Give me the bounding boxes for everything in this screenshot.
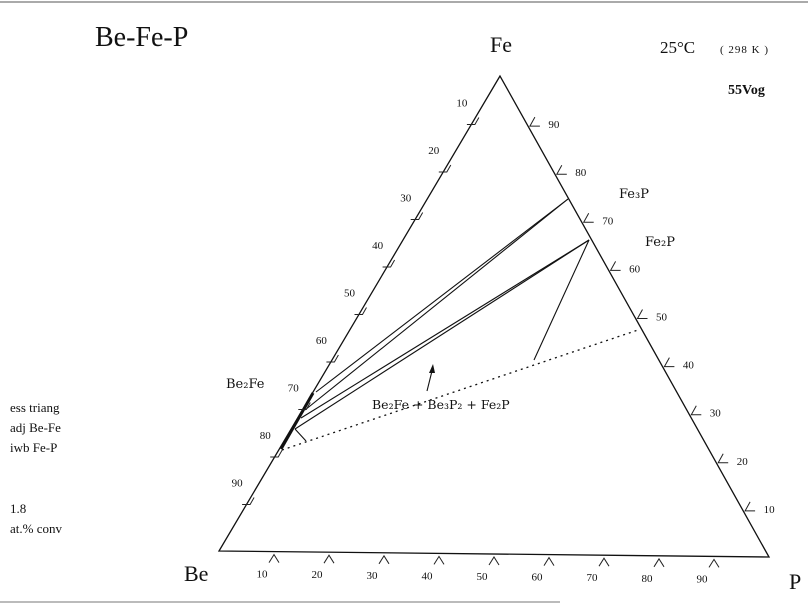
tie-line-be2fe-fe2p-lower: [294, 239, 590, 430]
bottom-edge-tick: [268, 553, 280, 563]
vertex-label-be: Be: [184, 561, 208, 586]
right-edge-tick-label: 70: [602, 215, 614, 227]
right-edge-tick: [609, 261, 621, 271]
bottom-edge-tick: [488, 556, 500, 566]
note-line-3: iwb Fe-P: [10, 440, 57, 455]
tie-line-fe2p-boundary: [533, 239, 590, 361]
right-edge-tick-label: 40: [683, 360, 695, 372]
right-edge-tick: [529, 116, 540, 127]
right-edge-tick: [555, 164, 567, 175]
bottom-edge-tick-label: 90: [697, 573, 709, 585]
right-edge-tick: [636, 309, 648, 319]
right-edge-tick: [717, 453, 729, 464]
left-edge-tick-label: 10: [456, 98, 468, 110]
right-edge-tick-label: 60: [629, 263, 641, 275]
left-edge-tick: [410, 212, 424, 220]
left-edge-tick-label: 60: [316, 335, 328, 347]
left-edge-tick-label: 40: [372, 240, 384, 252]
right-edge-tick: [690, 405, 702, 416]
temperature-celsius: 25°C: [660, 38, 695, 57]
left-edge-tick-label: 70: [288, 383, 300, 395]
bottom-edge-tick: [433, 555, 445, 565]
left-edge-tick: [298, 402, 311, 410]
bottom-edge-tick-label: 40: [422, 570, 434, 582]
bottom-edge-tick-label: 20: [312, 569, 324, 581]
vertex-label-p: P: [789, 569, 801, 594]
tie-line-be2fe-fe3p-upper: [315, 198, 569, 393]
bottom-edge-tick: [543, 556, 555, 566]
left-edge-tick: [242, 497, 255, 505]
bottom-edge-tick-label: 50: [477, 571, 489, 583]
short-boundary-segment: [294, 428, 307, 442]
diagram-title: Be-Fe-P: [95, 22, 188, 53]
reference-code: 55Vog: [728, 83, 765, 98]
right-edge-tick-label: 50: [656, 312, 668, 324]
left-edge-tick: [466, 117, 480, 125]
tie-line-be2fe-fe2p-upper: [300, 239, 590, 419]
be2fe-homogeneity-range: [279, 392, 315, 450]
right-edge-tick-label: 10: [764, 504, 776, 516]
right-edge-tick: [582, 213, 594, 223]
right-edge-tick: [663, 357, 675, 368]
right-edge-tick-label: 80: [575, 167, 587, 179]
bottom-edge-tick-label: 10: [257, 569, 269, 581]
right-edge-tick: [744, 501, 756, 512]
bottom-edge-tick: [653, 557, 665, 568]
three-phase-field-label: Be₂Fe + Be₃P₂ + Fe₂P: [372, 397, 510, 412]
phase-label-be2fe: Be₂Fe: [226, 377, 265, 392]
left-edge-tick: [270, 449, 283, 458]
left-edge-tick-label: 50: [344, 288, 356, 300]
left-edge-tick-label: 30: [400, 193, 412, 205]
right-edge-tick-label: 30: [710, 408, 722, 420]
condition-line-2: at.% conv: [10, 521, 62, 536]
phase-label-fe3p: Fe₃P: [619, 187, 649, 202]
bottom-edge-tick: [708, 558, 720, 568]
condition-line-1: 1.8: [10, 501, 26, 516]
bottom-edge-tick: [378, 554, 390, 565]
bottom-edge-tick-label: 30: [367, 570, 379, 582]
left-edge-tick-label: 20: [428, 145, 440, 157]
left-edge-tick: [382, 259, 396, 268]
note-line-2: adj Be-Fe: [10, 420, 61, 435]
vertex-label-fe: Fe: [490, 32, 512, 57]
left-edge-tick: [438, 164, 452, 173]
tie-line-be2fe-fe3p-lower: [304, 198, 569, 411]
left-edge-tick-label: 80: [260, 430, 272, 442]
note-line-1: ess triang: [10, 400, 60, 415]
left-edge-tick: [326, 354, 339, 363]
bottom-edge-tick: [323, 554, 335, 564]
right-edge-tick-label: 90: [548, 119, 560, 131]
bottom-edge-tick-label: 70: [587, 572, 599, 584]
right-edge-tick-label: 20: [737, 456, 749, 468]
bottom-edge-tick-label: 80: [642, 573, 654, 585]
bottom-edge-tick: [598, 557, 610, 567]
bottom-edge-tick-label: 60: [532, 572, 544, 584]
field-arrow-head: [429, 364, 435, 373]
field-arrow-shaft: [426, 370, 433, 392]
phase-label-fe2p: Fe₂P: [645, 235, 675, 250]
temperature-kelvin: ( 298 K ): [720, 44, 769, 56]
composition-triangle: [217, 74, 771, 558]
axis-ticks: 10 20 30 40 50 60 70 80 90 90 80 70 60 50 40 30 20 10 10 20…: [232, 98, 776, 586]
estimated-phase-boundary: [281, 329, 639, 451]
left-edge-tick: [354, 307, 367, 315]
left-edge-tick-label: 90: [232, 478, 244, 490]
